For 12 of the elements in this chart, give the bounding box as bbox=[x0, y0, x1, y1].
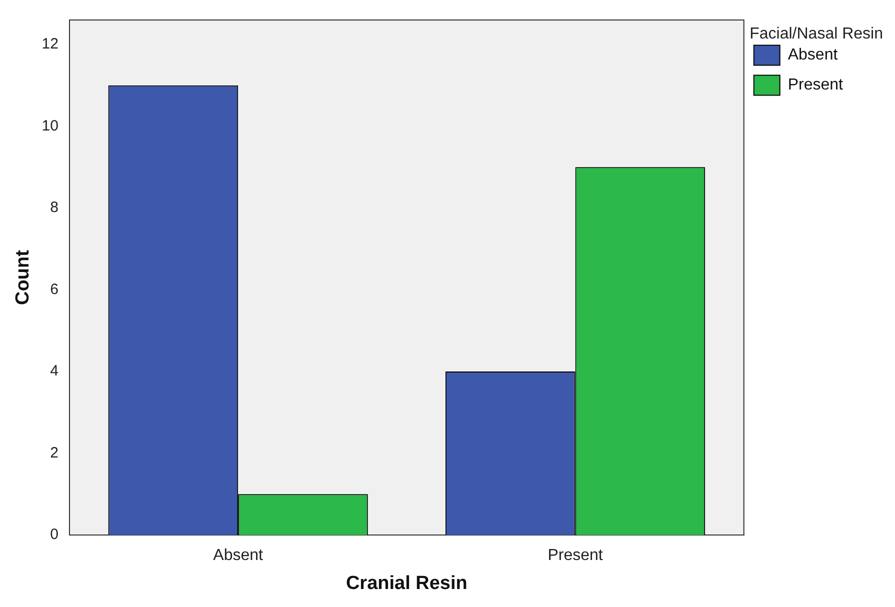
y-tick-label: 2 bbox=[50, 444, 58, 462]
legend-title: Facial/Nasal Resin bbox=[750, 25, 883, 42]
legend-label: Present bbox=[788, 76, 844, 94]
legend-label: Absent bbox=[788, 46, 838, 64]
y-tick-label: 6 bbox=[50, 280, 58, 298]
y-tick-label: 4 bbox=[50, 362, 58, 380]
y-tick-label: 10 bbox=[42, 117, 58, 134]
x-axis-title: Cranial Resin bbox=[346, 572, 468, 594]
y-tick-label: 0 bbox=[50, 526, 58, 544]
y-tick-label: 8 bbox=[50, 199, 58, 216]
y-tick-label: 12 bbox=[42, 36, 58, 53]
y-axis-title: Count bbox=[12, 249, 34, 305]
